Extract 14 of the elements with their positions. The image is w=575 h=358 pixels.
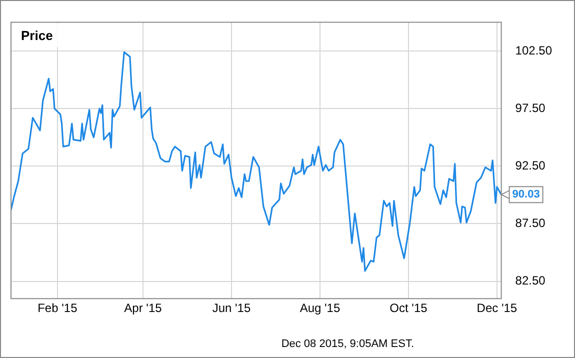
annotation: 90.03 xyxy=(512,188,540,201)
y-tick-label: 82.50 xyxy=(515,274,546,288)
text: Price xyxy=(21,28,53,43)
x-tick-label: Dec '15 xyxy=(476,301,518,316)
y-tick-label: 97.50 xyxy=(515,100,546,115)
x-tick-label: Oct '15 xyxy=(390,301,428,316)
y-tick-label: 92.50 xyxy=(515,158,546,172)
y-tick-label: 102.50 xyxy=(515,43,552,58)
x-tick-label: Feb '15 xyxy=(38,301,78,316)
y-tick-label: 87.50 xyxy=(515,216,546,230)
x-tick-label: Jun '15 xyxy=(212,301,251,316)
x-tick-label: Apr '15 xyxy=(124,301,162,316)
text: Dec 08 2015, 9:05AM EST. xyxy=(281,338,414,350)
x-tick-label: Aug '15 xyxy=(300,301,340,316)
